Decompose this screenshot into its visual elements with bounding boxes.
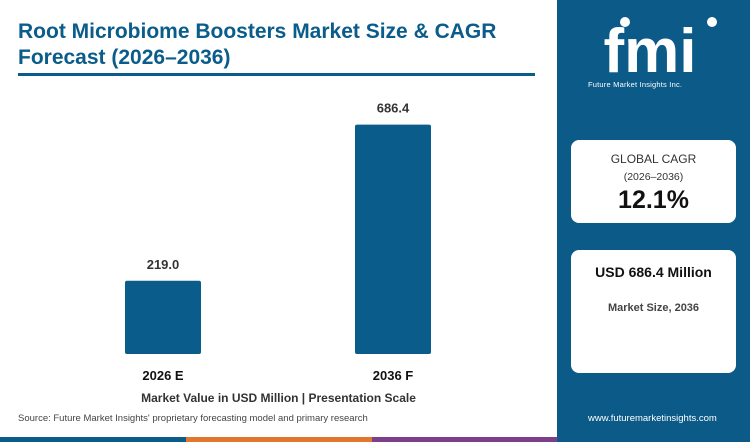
data-label-1: 219.0 (147, 257, 180, 272)
stripe-segment-2 (186, 437, 372, 442)
cagr-card: GLOBAL CAGR (2026–2036) 12.1% (571, 140, 736, 223)
logo-text: fmi (604, 17, 697, 86)
logo-subtitle: Future Market Insights Inc. (588, 80, 683, 89)
logo-dot-1 (620, 17, 630, 27)
website-url: www.futuremarketinsights.com (588, 413, 717, 424)
cagr-label: GLOBAL CAGR (610, 152, 697, 166)
x-tick-label-2: 2036 F (373, 368, 414, 383)
source-note: Source: Future Market Insights' propriet… (18, 413, 368, 424)
fmi-logo: fmi (604, 17, 717, 86)
title-underline (18, 73, 535, 76)
stripe-segment-3 (372, 437, 557, 442)
market-size-value: USD 686.4 Million (595, 264, 712, 280)
x-axis-caption: Market Value in USD Million | Presentati… (141, 391, 416, 405)
data-label-2: 686.4 (377, 101, 410, 116)
market-size-label: Market Size, 2036 (607, 302, 700, 314)
x-tick-label-1: 2026 E (142, 368, 184, 383)
logo-dot-2 (707, 17, 717, 27)
chart-title: Root Microbiome Boosters Market Size & C… (18, 20, 497, 69)
stripe-segment-1 (0, 437, 186, 442)
cagr-period: (2026–2036) (623, 171, 684, 183)
bar-2 (355, 124, 431, 354)
bar-chart: 219.0 2026 E 686.4 2036 F (125, 101, 431, 383)
bar-1 (125, 280, 201, 354)
market-size-card: USD 686.4 Million Market Size, 2036 (571, 250, 736, 373)
cagr-value: 12.1% (618, 186, 689, 214)
chart-panel: Root Microbiome Boosters Market Size & C… (18, 20, 535, 424)
